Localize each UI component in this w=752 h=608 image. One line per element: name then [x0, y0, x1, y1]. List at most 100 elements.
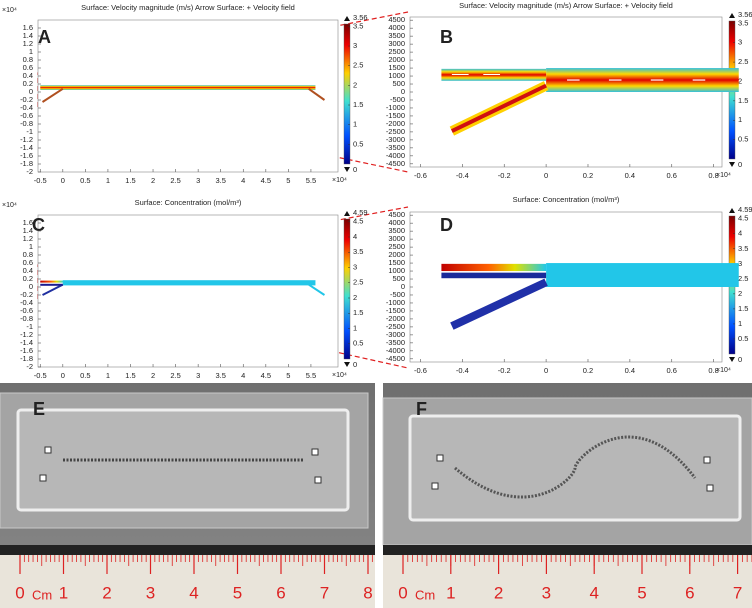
colorbar-max: 4.59: [353, 208, 368, 217]
y-tick-label: 3000: [388, 234, 405, 243]
x-tick-label: 5.5: [306, 371, 316, 380]
ruler-label: 2: [102, 583, 111, 602]
y-tick-label: 4500: [388, 210, 405, 219]
x-tick-label: 0.5: [80, 371, 90, 380]
y-tick-label: 3000: [388, 39, 405, 48]
port: [436, 454, 444, 462]
y-tick-label: 3500: [388, 226, 405, 235]
colorbar-min: 0: [738, 355, 742, 364]
colorbar-tick-label: 2: [353, 293, 357, 302]
x-tick-label: 4: [241, 176, 245, 185]
y-tick-label: 1.2: [23, 39, 33, 48]
y-tick-label: -3500: [386, 338, 405, 347]
colorbar-tick-label: 0.5: [353, 339, 363, 348]
ruler-label: 3: [146, 583, 155, 602]
ruler-label: 3: [542, 583, 551, 602]
panel-title: Surface: Velocity magnitude (m/s) Arrow …: [459, 1, 673, 10]
x-tick-label: 0.4: [625, 366, 635, 375]
ruler-label: 8: [363, 583, 372, 602]
colorbar-max-arrow: [729, 13, 735, 18]
colorbar-tick-label: 3.5: [353, 247, 363, 256]
y-tick-label: -1.6: [20, 151, 33, 160]
y-tick-label: 1: [29, 242, 33, 251]
y-tick-label: -0.2: [20, 290, 33, 299]
y-tick-label: 4000: [388, 218, 405, 227]
colorbar-tick-label: 3.5: [738, 18, 748, 27]
colorbar-min-arrow: [729, 162, 735, 167]
y-tick-label: 0.4: [23, 266, 33, 275]
plot-frame: [37, 19, 339, 173]
port: [703, 456, 711, 464]
y-tick-label: -1: [26, 127, 33, 136]
channel: [546, 263, 739, 287]
x-tick-label: 1.5: [125, 371, 135, 380]
y-tick-label: 0.8: [23, 55, 33, 64]
colorbar-max-arrow: [344, 16, 350, 21]
y-tick-label: 1.6: [23, 218, 33, 227]
y-tick-label: -0.8: [20, 314, 33, 323]
x-exponent: ×10⁴: [716, 172, 731, 179]
x-tick-label: -0.5: [34, 371, 47, 380]
colorbar-tick-label: 2.5: [353, 61, 363, 70]
shadow-strip: [383, 545, 752, 555]
x-tick-label: -0.4: [456, 366, 469, 375]
colorbar-tick-label: 1: [353, 323, 357, 332]
plot-panel: Surface: Velocity magnitude (m/s) Arrow …: [2, 3, 368, 185]
panel-label: A: [38, 27, 51, 47]
colorbar-tick-label: 1: [738, 319, 742, 328]
channel: [40, 283, 63, 286]
x-tick-label: 0: [61, 371, 65, 380]
colorbar-min: 0: [738, 160, 742, 169]
ruler-label: 2: [494, 583, 503, 602]
y-tick-label: -2000: [386, 314, 405, 323]
panel-title: Surface: Concentration (mol/m³): [135, 198, 242, 207]
y-tick-label: -0.4: [20, 298, 33, 307]
y-tick-label: 1.2: [23, 234, 33, 243]
channel: [441, 272, 547, 279]
x-tick-label: 0.8: [708, 366, 718, 375]
y-tick-label: 500: [392, 274, 405, 283]
ruler-label: 5: [233, 583, 242, 602]
x-exponent: ×10⁴: [332, 372, 347, 379]
colorbar-tick-label: 1: [353, 120, 357, 129]
colorbar-min: 0: [353, 165, 357, 174]
photo: F 0 1 2 3 4 5 6 7 Cm: [382, 383, 752, 608]
colorbar-tick-label: 0.5: [738, 334, 748, 343]
colorbar-tick-label: 3.5: [738, 244, 748, 253]
y-tick-label: -1.6: [20, 346, 33, 355]
y-tick-label: -1.2: [20, 330, 33, 339]
y-tick-label: -3500: [386, 143, 405, 152]
x-tick-label: 3: [196, 371, 200, 380]
y-tick-label: -1.8: [20, 159, 33, 168]
y-tick-label: -1.2: [20, 135, 33, 144]
colorbar-tick-label: 4.5: [353, 217, 363, 226]
y-tick-label: 0: [401, 87, 405, 96]
y-tick-label: -3000: [386, 135, 405, 144]
y-tick-label: -1000: [386, 103, 405, 112]
y-tick-label: 2000: [388, 250, 405, 259]
y-tick-label: -1000: [386, 298, 405, 307]
colorbar-tick-label: 2.5: [738, 57, 748, 66]
ruler: [0, 555, 375, 608]
x-tick-label: -0.5: [34, 176, 47, 185]
y-tick-label: 0.2: [23, 274, 33, 283]
plot-panel: Surface: Concentration (mol/m³) D -0.6 -0.4…: [386, 195, 752, 375]
colorbar-tick-label: 4: [738, 229, 742, 238]
port: [39, 474, 47, 482]
x-tick-label: -0.2: [498, 366, 511, 375]
y-tick-label: 0.6: [23, 258, 33, 267]
x-tick-label: -0.6: [414, 366, 427, 375]
y-tick-label: -3000: [386, 330, 405, 339]
y-tick-label: -500: [390, 95, 405, 104]
x-exponent: ×10⁴: [332, 177, 347, 184]
port: [706, 484, 714, 492]
x-tick-label: 0: [544, 171, 548, 180]
plot-panel: Surface: Concentration (mol/m³) C -0.5 0 0.5…: [2, 198, 368, 380]
colorbar-tick-label: 1.5: [353, 100, 363, 109]
channel: [451, 83, 547, 133]
plot-panel: Surface: Velocity magnitude (m/s) Arrow …: [386, 1, 752, 180]
y-tick-label: -1: [26, 322, 33, 331]
x-tick-label: 0.8: [708, 171, 718, 180]
colorbar-max-arrow: [344, 211, 350, 216]
